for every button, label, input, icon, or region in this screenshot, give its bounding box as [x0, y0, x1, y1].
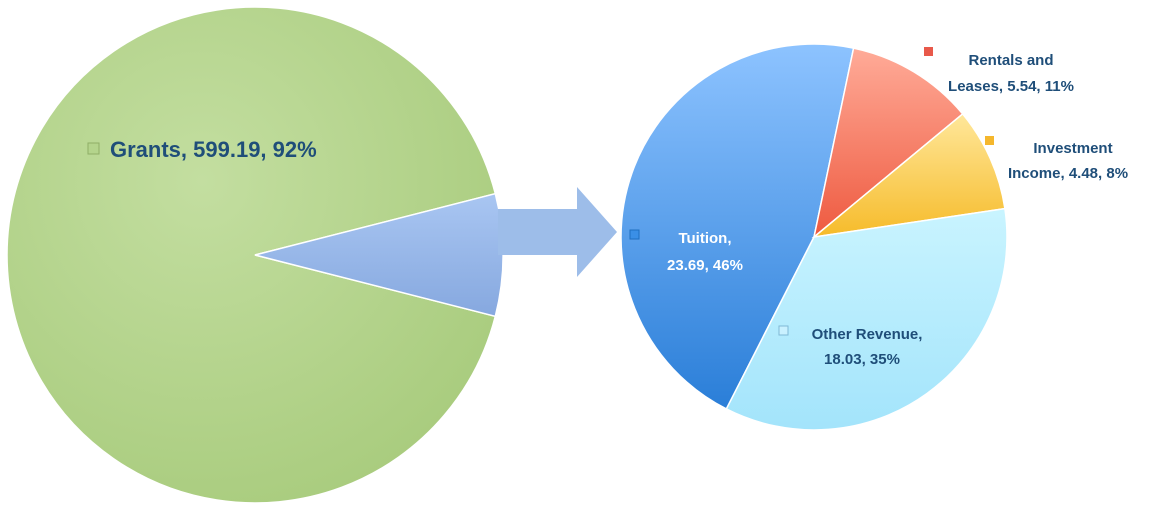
arrow-connector [498, 187, 617, 277]
rentals-legend-key [924, 47, 933, 56]
slice-tuition [620, 43, 855, 410]
grants-data-label: Grants, 599.19, 92% [87, 137, 317, 162]
grants-pie [6, 6, 504, 504]
tuition-label-line2: 23.69, 46% [667, 257, 743, 274]
other-revenue-data-label: Other Revenue, 18.03, 35% [778, 325, 923, 368]
investment-label-line2: Income, 4.48, 8% [1008, 165, 1128, 182]
slice-other-revenue [725, 207, 1008, 431]
revenue-pie [620, 43, 1008, 431]
other-revenue-label-line1: Other Revenue, [812, 326, 923, 343]
investment-legend-key [985, 136, 994, 145]
rentals-data-label: Rentals and Leases, 5.54, 11% [924, 47, 1074, 95]
slice-investment-income [811, 112, 1006, 239]
slice-rentals-and-leases [812, 47, 964, 239]
tuition-legend-key [629, 229, 640, 240]
other-revenue-label-line2: 18.03, 35% [824, 351, 900, 368]
investment-label-line1: Investment [1033, 140, 1112, 157]
rentals-label-line1: Rentals and [968, 52, 1053, 69]
grants-label-text: Grants, 599.19, 92% [110, 137, 317, 162]
rentals-label-line2: Leases, 5.54, 11% [948, 78, 1074, 95]
investment-data-label: Investment Income, 4.48, 8% [985, 136, 1128, 182]
grants-legend-key [87, 142, 100, 155]
tuition-label-line1: Tuition, [678, 230, 731, 247]
slice-grants [6, 6, 497, 504]
tuition-data-label: Tuition, 23.69, 46% [629, 229, 743, 274]
other-revenue-legend-key [778, 325, 789, 336]
